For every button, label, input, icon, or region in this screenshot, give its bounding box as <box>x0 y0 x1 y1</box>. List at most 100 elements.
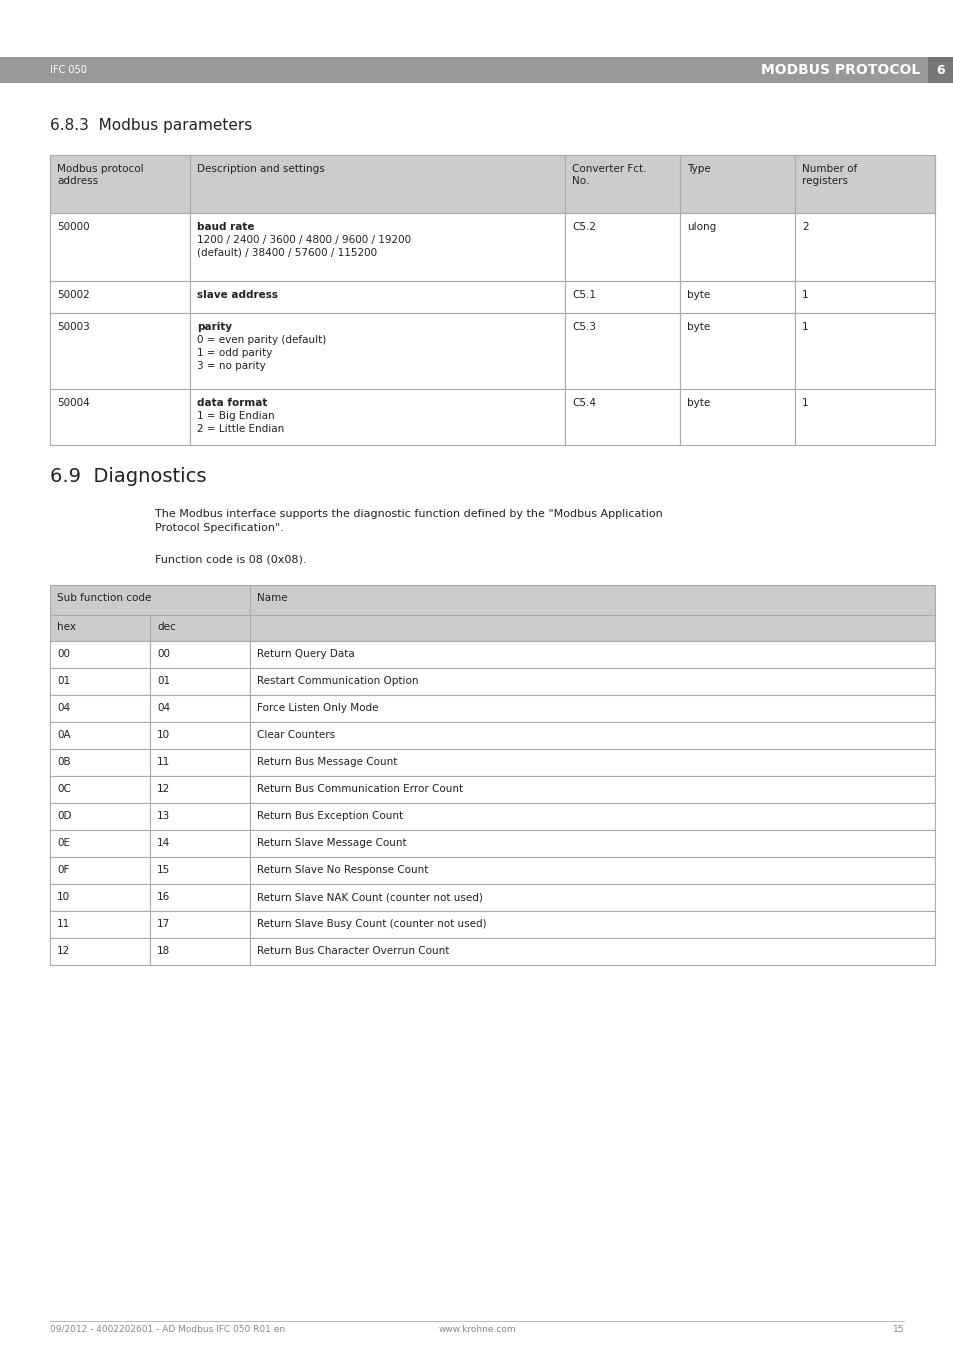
Bar <box>794 281 934 313</box>
Bar <box>150 694 250 721</box>
Bar <box>50 775 150 802</box>
Text: 10: 10 <box>157 730 170 740</box>
Bar <box>794 389 934 444</box>
Text: 1: 1 <box>801 290 808 300</box>
Bar <box>250 748 934 775</box>
Bar <box>190 389 564 444</box>
Text: Restart Communication Option: Restart Communication Option <box>256 676 418 686</box>
Bar <box>50 802 150 830</box>
Bar <box>50 667 150 694</box>
Text: Description and settings: Description and settings <box>196 163 324 174</box>
Bar <box>50 640 150 667</box>
Text: 50000: 50000 <box>57 222 90 232</box>
Text: 16: 16 <box>157 892 170 902</box>
Bar <box>150 857 250 884</box>
Bar <box>150 748 250 775</box>
Bar <box>150 884 250 911</box>
Text: Return Slave Busy Count (counter not used): Return Slave Busy Count (counter not use… <box>256 919 486 929</box>
Text: 11: 11 <box>57 919 71 929</box>
Bar <box>564 313 679 389</box>
Bar <box>150 640 250 667</box>
Text: 01: 01 <box>157 676 170 686</box>
Bar <box>679 155 794 213</box>
Bar <box>0 57 953 82</box>
Text: Sub function code: Sub function code <box>57 593 152 603</box>
Bar <box>564 281 679 313</box>
Text: 0D: 0D <box>57 811 71 821</box>
Text: 00: 00 <box>157 648 170 659</box>
Bar <box>250 667 934 694</box>
Text: slave address: slave address <box>196 290 277 300</box>
Text: 1 = Big Endian
2 = Little Endian: 1 = Big Endian 2 = Little Endian <box>196 411 284 434</box>
Bar <box>564 155 679 213</box>
Text: 50004: 50004 <box>57 399 90 408</box>
Bar <box>50 155 934 213</box>
Text: Return Bus Character Overrun Count: Return Bus Character Overrun Count <box>256 946 449 957</box>
Bar <box>50 213 190 281</box>
Text: Function code is 08 (0x08).: Function code is 08 (0x08). <box>154 555 306 565</box>
Text: 09/2012 - 4002202601 - AD Modbus IFC 050 R01 en: 09/2012 - 4002202601 - AD Modbus IFC 050… <box>50 1325 285 1333</box>
Text: 0C: 0C <box>57 784 71 794</box>
Bar <box>679 281 794 313</box>
Bar <box>250 857 934 884</box>
Bar <box>150 615 250 640</box>
Bar <box>250 585 934 615</box>
Text: C5.2: C5.2 <box>572 222 596 232</box>
Text: Converter Fct.
No.: Converter Fct. No. <box>572 163 646 186</box>
Bar <box>150 721 250 748</box>
Text: 18: 18 <box>157 946 170 957</box>
Text: 00: 00 <box>57 648 70 659</box>
Text: 0B: 0B <box>57 757 71 767</box>
Bar <box>50 389 190 444</box>
Text: 50002: 50002 <box>57 290 90 300</box>
Text: 14: 14 <box>157 838 170 848</box>
Bar <box>794 155 934 213</box>
Text: Modbus protocol
address: Modbus protocol address <box>57 163 144 186</box>
Bar <box>250 721 934 748</box>
Bar <box>50 748 150 775</box>
Bar <box>50 857 150 884</box>
Bar <box>190 313 564 389</box>
Bar <box>679 213 794 281</box>
Bar <box>50 155 190 213</box>
Text: parity: parity <box>196 322 232 332</box>
Bar <box>50 721 150 748</box>
Text: 04: 04 <box>157 703 170 713</box>
Text: byte: byte <box>686 399 709 408</box>
Text: 6.9  Diagnostics: 6.9 Diagnostics <box>50 467 206 486</box>
Bar <box>927 57 953 82</box>
Bar <box>250 694 934 721</box>
Bar <box>250 615 934 640</box>
Bar <box>250 938 934 965</box>
Text: Return Slave NAK Count (counter not used): Return Slave NAK Count (counter not used… <box>256 892 482 902</box>
Bar <box>679 313 794 389</box>
Text: Clear Counters: Clear Counters <box>256 730 335 740</box>
Text: 6.8.3  Modbus parameters: 6.8.3 Modbus parameters <box>50 118 252 132</box>
Bar <box>50 313 190 389</box>
Bar <box>250 640 934 667</box>
Text: Return Slave Message Count: Return Slave Message Count <box>256 838 406 848</box>
Bar <box>150 667 250 694</box>
Text: 15: 15 <box>157 865 170 875</box>
Bar <box>564 389 679 444</box>
Bar <box>190 213 564 281</box>
Text: C5.4: C5.4 <box>572 399 596 408</box>
Bar <box>50 830 150 857</box>
Text: IFC 050: IFC 050 <box>50 65 87 76</box>
Text: hex: hex <box>57 621 76 632</box>
Bar <box>50 615 150 640</box>
Bar <box>50 694 150 721</box>
Text: Return Query Data: Return Query Data <box>256 648 355 659</box>
Bar <box>50 911 150 938</box>
Bar <box>679 389 794 444</box>
Text: Type: Type <box>686 163 710 174</box>
Bar <box>250 775 934 802</box>
Bar <box>50 884 150 911</box>
Text: The Modbus interface supports the diagnostic function defined by the "Modbus App: The Modbus interface supports the diagno… <box>154 509 662 534</box>
Text: 11: 11 <box>157 757 170 767</box>
Text: 04: 04 <box>57 703 71 713</box>
Bar <box>794 313 934 389</box>
Text: C5.1: C5.1 <box>572 290 596 300</box>
Bar <box>250 802 934 830</box>
Text: Return Bus Communication Error Count: Return Bus Communication Error Count <box>256 784 462 794</box>
